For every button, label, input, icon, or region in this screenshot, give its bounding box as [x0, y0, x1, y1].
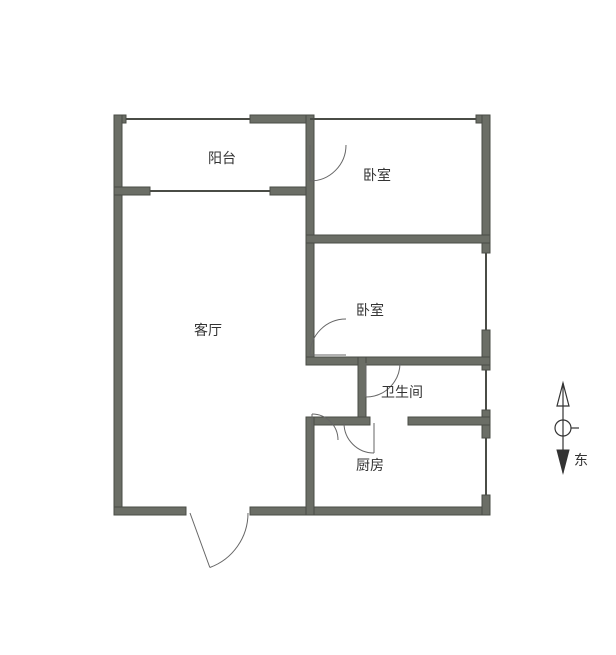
label-bedroom2: 卧室 [356, 300, 384, 320]
floor-plan-canvas: 阳台 卧室 卧室 客厅 卫生间 厨房 东 [0, 0, 616, 650]
floor-plan-svg [0, 0, 616, 650]
compass-label: 东 [574, 450, 588, 470]
label-balcony: 阳台 [208, 148, 236, 168]
label-kitchen: 厨房 [356, 455, 384, 475]
label-living: 客厅 [194, 320, 222, 340]
label-bathroom: 卫生间 [381, 382, 423, 402]
label-bedroom1: 卧室 [363, 165, 391, 185]
